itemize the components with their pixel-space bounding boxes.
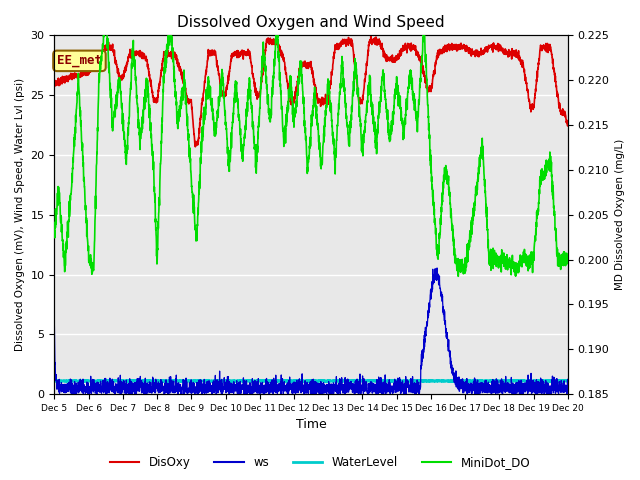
Y-axis label: Dissolved Oxygen (mV), Wind Speed, Water Lvl (psi): Dissolved Oxygen (mV), Wind Speed, Water… bbox=[15, 78, 25, 351]
Legend: DisOxy, ws, WaterLevel, MiniDot_DO: DisOxy, ws, WaterLevel, MiniDot_DO bbox=[105, 452, 535, 474]
X-axis label: Time: Time bbox=[296, 419, 326, 432]
Title: Dissolved Oxygen and Wind Speed: Dissolved Oxygen and Wind Speed bbox=[177, 15, 445, 30]
Y-axis label: MD Dissolved Oxygen (mg/L): MD Dissolved Oxygen (mg/L) bbox=[615, 139, 625, 290]
Text: EE_met: EE_met bbox=[57, 54, 102, 67]
